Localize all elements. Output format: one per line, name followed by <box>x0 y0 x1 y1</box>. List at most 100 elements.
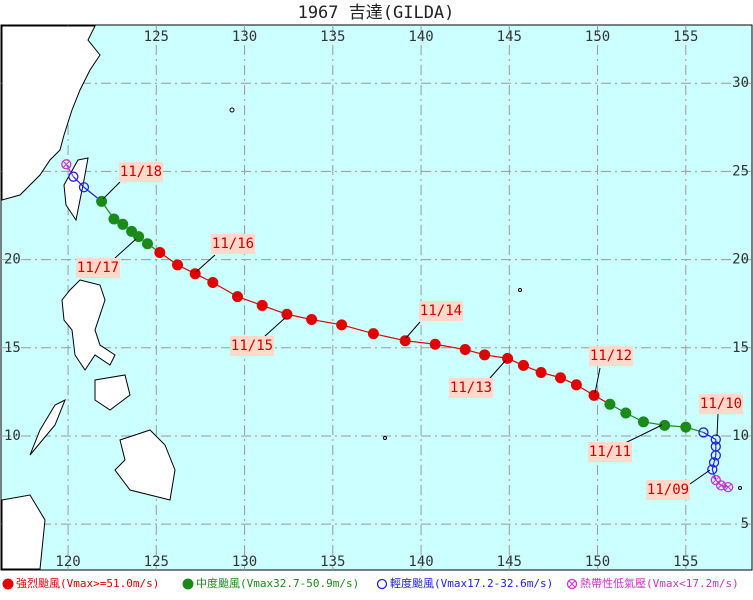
lat-tick-label: 25 <box>732 163 749 179</box>
lat-tick-label: 10 <box>4 428 21 444</box>
label-box <box>646 480 690 500</box>
lon-tick-label: 135 <box>320 554 345 570</box>
track-segment <box>713 455 717 463</box>
track-point <box>207 277 219 289</box>
taiwan <box>63 157 89 222</box>
lon-tick-label: 155 <box>673 554 698 570</box>
legend-label: 熱帶性低氣壓(Vmax<17.2m/s) <box>580 576 739 590</box>
map-title: 1967 吉達(GILDA) <box>298 3 455 23</box>
marker-ring <box>710 434 721 445</box>
track-point <box>535 366 547 378</box>
track-point <box>68 171 79 182</box>
track-point <box>232 291 244 303</box>
track-point <box>182 578 194 590</box>
label-box <box>449 378 493 398</box>
label-leader <box>195 254 216 273</box>
date-label: 11/15 <box>231 338 273 354</box>
track-point <box>61 159 72 170</box>
track-point <box>96 195 108 207</box>
track-point <box>698 427 709 438</box>
lon-tick-label: 145 <box>497 29 522 45</box>
track-point <box>479 349 491 361</box>
track-point <box>141 238 153 250</box>
date-label: 11/10 <box>700 396 742 412</box>
label-box <box>419 301 463 321</box>
lon-tick-label: 130 <box>232 29 257 45</box>
track-point <box>554 372 566 384</box>
track-point <box>376 578 388 590</box>
map-frame <box>0 24 753 571</box>
label-leader <box>405 321 421 339</box>
islet <box>518 288 522 292</box>
lat-tick-label: 15 <box>4 340 21 356</box>
track-point <box>708 457 720 468</box>
marker-ring <box>710 474 721 486</box>
lon-tick-label: 135 <box>320 29 345 45</box>
track-point <box>710 441 721 452</box>
marker-ring <box>68 171 79 182</box>
label-box <box>588 442 632 462</box>
label-leader <box>114 238 137 259</box>
label-leader <box>716 413 719 437</box>
track-segment <box>65 164 74 177</box>
lat-tick-label: 30 <box>732 75 749 91</box>
islet <box>738 486 742 490</box>
china-coast <box>1 25 101 201</box>
date-label: 11/11 <box>589 444 631 460</box>
date-label: 11/09 <box>647 482 689 498</box>
visayas <box>94 374 131 411</box>
track-point <box>336 319 348 331</box>
track-segment <box>711 469 717 481</box>
track-point <box>659 419 671 431</box>
track-point <box>108 213 120 225</box>
date-label: 11/13 <box>450 380 492 396</box>
marker-ring <box>707 464 718 475</box>
label-box <box>211 234 255 254</box>
date-label: 11/17 <box>77 260 119 276</box>
date-label: 11/14 <box>420 303 462 319</box>
islet <box>229 107 235 113</box>
legend-label: 輕度颱風(Vmax17.2-32.6m/s) <box>390 576 553 590</box>
track-segment <box>720 484 729 488</box>
track-point <box>588 389 600 401</box>
marker-cross <box>568 580 576 588</box>
track-point <box>429 338 441 350</box>
marker-ring <box>723 481 734 493</box>
legend-label: 中度颱風(Vmax32.7-50.9m/s) <box>196 576 359 590</box>
track-point <box>680 421 692 433</box>
borneo <box>1 494 46 570</box>
track-point <box>154 247 166 259</box>
islet <box>383 436 387 440</box>
legend-label: 強烈颱風(Vmax>=51.0m/s) <box>16 576 159 590</box>
track-point <box>604 398 616 410</box>
track-point <box>367 328 379 340</box>
label-box <box>699 394 743 414</box>
lon-tick-label: 145 <box>497 554 522 570</box>
lat-tick-label: 5 <box>741 516 749 532</box>
track-point <box>566 578 578 590</box>
lat-tick-label: 10 <box>732 428 749 444</box>
mindanao <box>114 429 176 501</box>
track-point <box>707 464 718 475</box>
label-box <box>589 346 633 366</box>
track-point <box>281 308 293 320</box>
lon-tick-label: 155 <box>673 29 698 45</box>
marker-cross <box>712 476 720 484</box>
track-segment <box>703 431 717 441</box>
label-leader <box>689 469 711 485</box>
lat-tick-label: 20 <box>4 252 21 268</box>
track-point <box>306 314 318 326</box>
marker-cross <box>62 160 70 168</box>
label-leader <box>489 359 507 379</box>
lon-tick-label: 150 <box>585 554 610 570</box>
label-leader <box>102 181 121 200</box>
track-point <box>78 182 90 193</box>
marker-ring <box>715 480 727 491</box>
track-point <box>517 359 529 371</box>
label-leader <box>624 424 663 444</box>
lon-tick-label: 125 <box>144 554 169 570</box>
track-point <box>117 218 129 230</box>
lon-tick-label: 140 <box>408 29 433 45</box>
track-point <box>459 344 471 356</box>
